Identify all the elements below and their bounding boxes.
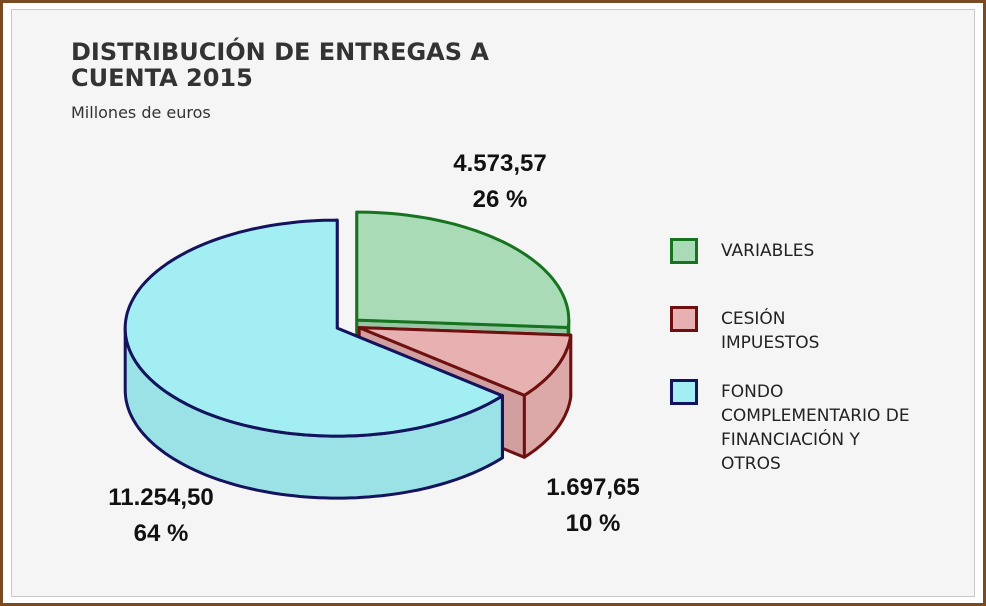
legend-swatch	[670, 306, 698, 332]
chart-subtitle: Millones de euros	[71, 103, 211, 122]
value-label: 11.254,50	[108, 484, 213, 511]
legend-label: FONDO COMPLEMENTARIO DE FINANCIACIÓN Y O…	[721, 382, 910, 474]
percent-label: 10 %	[566, 510, 621, 537]
legend-label: CESIÓN IMPUESTOS	[721, 309, 820, 353]
slice-top	[123, 218, 504, 438]
slice-top	[357, 326, 573, 397]
chart-title: DISTRIBUCIÓN DE ENTREGAS A CUENTA 2015	[71, 38, 489, 92]
legend-swatch	[670, 238, 698, 264]
legend-label: VARIABLES	[721, 241, 815, 261]
slice-top	[355, 210, 571, 329]
value-label: 1.697,65	[546, 474, 639, 501]
percent-label: 26 %	[473, 186, 528, 213]
chart: 4.573,57 26 % 1.697,65 10 % 11.254,50 64 %	[108, 150, 639, 547]
legend-swatch	[670, 379, 698, 405]
value-label: 4.573,57	[453, 150, 546, 177]
percent-label: 64 %	[134, 520, 189, 547]
